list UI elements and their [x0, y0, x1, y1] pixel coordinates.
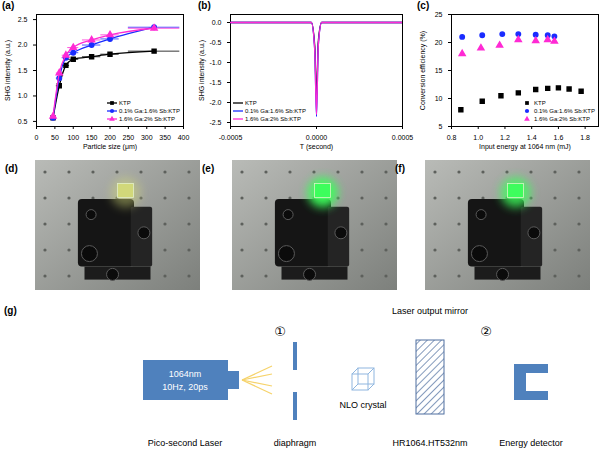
html-text:1.6% Ga:2% Sb:KTP: 1.6% Ga:2% Sb:KTP [534, 116, 590, 122]
svg-text:15: 15 [435, 67, 443, 74]
svg-text:②: ② [480, 324, 492, 339]
svg-text:5: 5 [439, 123, 443, 130]
svg-text:2.0: 2.0 [18, 41, 28, 48]
svg-text:-0.0005: -0.0005 [219, 134, 243, 141]
svg-text:300: 300 [141, 134, 153, 141]
html-text:KTP: KTP [534, 100, 546, 106]
svg-text:-2.5: -2.5 [209, 119, 221, 126]
svg-text:-2.0: -2.0 [209, 99, 221, 106]
svg-text:0.8: 0.8 [447, 134, 457, 141]
svg-text:150: 150 [86, 134, 98, 141]
svg-text:1.0: 1.0 [473, 134, 483, 141]
svg-text:350: 350 [159, 134, 171, 141]
svg-text:200: 200 [104, 134, 116, 141]
svg-text:-1.0: -1.0 [209, 59, 221, 66]
svg-text:1.5: 1.5 [18, 67, 28, 74]
html-text:0.1% Ga:1.6% Sb:KTP: 0.1% Ga:1.6% Sb:KTP [119, 108, 180, 114]
svg-text:(f): (f) [395, 163, 405, 174]
html-text:KTP: KTP [119, 100, 131, 106]
html-text:KTP: KTP [245, 100, 257, 106]
svg-text:①: ① [274, 324, 286, 339]
svg-text:0.5: 0.5 [18, 118, 28, 125]
svg-text:25: 25 [435, 11, 443, 18]
svg-text:diaphragm: diaphragm [274, 438, 317, 448]
svg-text:10: 10 [435, 95, 443, 102]
html-text:0.1% Ga:1.6% Sb:KTP: 0.1% Ga:1.6% Sb:KTP [245, 108, 306, 114]
svg-text:Energy detector: Energy detector [499, 438, 563, 448]
svg-text:(e): (e) [202, 163, 214, 174]
svg-text:Input energy at 1064 nm (mJ): Input energy at 1064 nm (mJ) [479, 143, 571, 151]
svg-text:100: 100 [67, 134, 79, 141]
svg-text:NLO crystal: NLO crystal [339, 400, 386, 410]
html-text:1.6% Ga:2% Sb:KTP: 1.6% Ga:2% Sb:KTP [119, 116, 175, 122]
html-text:(b): (b) [198, 0, 211, 11]
svg-text:Conversion efficiency (%): Conversion efficiency (%) [419, 31, 427, 110]
html-text:(c): (c) [417, 0, 430, 11]
svg-text:400: 400 [178, 134, 190, 141]
svg-text:Laser output mirror: Laser output mirror [392, 306, 468, 316]
svg-text:SHG intensity (a.u.): SHG intensity (a.u.) [4, 40, 12, 101]
svg-text:0.0000: 0.0000 [306, 134, 328, 141]
svg-text:10Hz, 20ps: 10Hz, 20ps [162, 382, 208, 392]
svg-text:1064nm: 1064nm [169, 369, 202, 379]
svg-text:-0.5: -0.5 [209, 39, 221, 46]
svg-text:HR1064.HT532nm: HR1064.HT532nm [392, 438, 467, 448]
svg-text:1.8: 1.8 [580, 134, 590, 141]
svg-text:2.5: 2.5 [18, 16, 28, 23]
html-text:(a): (a) [2, 0, 15, 11]
svg-text:1.0: 1.0 [18, 92, 28, 99]
svg-text:20: 20 [435, 39, 443, 46]
svg-text:-1.5: -1.5 [209, 79, 221, 86]
svg-text:1.2: 1.2 [500, 134, 510, 141]
svg-text:0.0005: 0.0005 [392, 134, 414, 141]
svg-text:(d): (d) [5, 163, 18, 174]
svg-text:Pico-second Laser: Pico-second Laser [148, 438, 223, 448]
html-text:1.6% Ga:2% Sb:KTP: 1.6% Ga:2% Sb:KTP [245, 116, 301, 122]
svg-text:1.6: 1.6 [554, 134, 564, 141]
html-text:0.1% Ga:1.6% Sb:KTP: 0.1% Ga:1.6% Sb:KTP [534, 108, 595, 114]
svg-text:T (second): T (second) [300, 143, 333, 151]
svg-text:50: 50 [51, 134, 59, 141]
svg-text:0.0: 0.0 [212, 19, 222, 26]
svg-text:250: 250 [123, 134, 135, 141]
svg-text:(g): (g) [4, 305, 17, 316]
svg-text:1.4: 1.4 [527, 134, 537, 141]
svg-text:SHG intensity (a.u.): SHG intensity (a.u.) [198, 40, 206, 101]
svg-text:Particle size (μm): Particle size (μm) [83, 143, 137, 151]
svg-text:0: 0 [35, 134, 39, 141]
